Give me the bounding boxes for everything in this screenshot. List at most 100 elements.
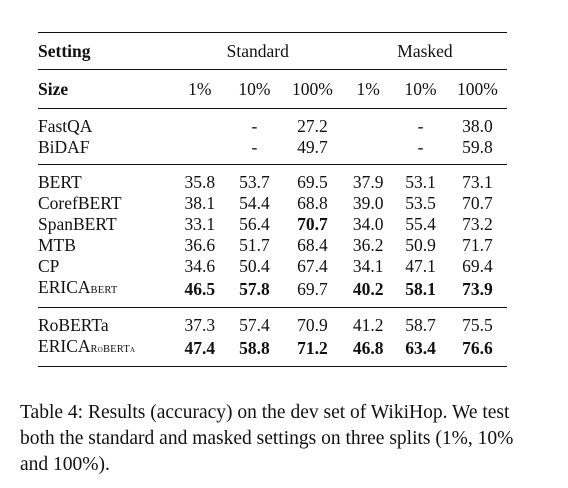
standard-header: Standard <box>172 32 343 70</box>
score-cell: 38.0 <box>447 108 507 137</box>
score-cell: 33.1 <box>184 214 216 234</box>
model-name-cell: ERICARoBERTa <box>38 336 173 367</box>
results-table-container: Setting Standard Masked Size 1% 10% 100%… <box>38 32 507 367</box>
score-cell: 69.7 <box>297 278 328 299</box>
model-subscript: RoBERTa <box>90 344 136 355</box>
model-name-cell: CorefBERT <box>38 193 172 214</box>
table-row: CP 34.6 50.4 67.4 34.1 47.1 69.4 <box>38 256 507 277</box>
score-cell: 46.5 <box>184 278 216 299</box>
results-table: Setting Standard Masked Size 1% 10% 100%… <box>38 32 507 367</box>
score-cell: 63.4 <box>393 336 448 367</box>
model-name-cell: MTB <box>38 235 172 256</box>
score-cell <box>172 108 228 137</box>
model-name-cell: SpanBERT <box>38 214 172 235</box>
score-cell: 73.2 <box>462 214 493 234</box>
model-name: BiDAF <box>38 137 90 157</box>
score-cell: 55.4 <box>405 214 436 234</box>
score-cell: - <box>417 137 424 157</box>
score-cell: 46.8 <box>342 336 394 367</box>
header-group-row: Setting Standard Masked <box>38 32 507 70</box>
header-size-row: Size 1% 10% 100% 1% 10% 100% <box>38 69 507 109</box>
setting-header: Setting <box>38 32 173 70</box>
score-cell <box>342 108 394 137</box>
score-cell: 56.4 <box>239 214 270 234</box>
score-cell: - <box>251 137 258 157</box>
score-cell: 49.7 <box>297 137 328 157</box>
score-cell: 58.8 <box>227 336 282 367</box>
score-cell: 36.6 <box>184 235 216 255</box>
table-row: BERT 35.8 53.7 69.5 37.9 53.1 73.1 <box>38 164 507 193</box>
model-name: MTB <box>38 235 76 255</box>
score-cell: 34.0 <box>352 214 384 234</box>
table-row: RoBERTa 37.3 57.4 70.9 41.2 58.7 75.5 <box>38 307 507 336</box>
score-cell: 70.7 <box>297 214 328 234</box>
model-name-cell: ERICABERT <box>38 277 172 308</box>
score-cell: 68.8 <box>297 193 328 213</box>
table-caption: Table 4: Results (accuracy) on the dev s… <box>20 402 514 475</box>
score-cell: 50.9 <box>405 235 436 255</box>
score-cell: 58.7 <box>393 307 448 336</box>
model-name: ERICA <box>38 336 91 356</box>
score-cell: 35.8 <box>172 164 228 193</box>
score-cell: 69.5 <box>281 164 343 193</box>
size-standard-10: 10% <box>227 69 282 109</box>
model-name-cell: BERT <box>38 164 173 193</box>
score-cell: 67.4 <box>297 256 328 276</box>
score-cell: 40.2 <box>352 278 384 299</box>
score-cell: 57.8 <box>239 278 270 299</box>
table-row: CorefBERT 38.1 54.4 68.8 39.0 53.5 70.7 <box>38 193 507 214</box>
table-row: ERICABERT 46.5 57.8 69.7 40.2 58.1 73.9 <box>38 277 507 308</box>
model-name-cell: CP <box>38 256 172 277</box>
score-cell: 37.3 <box>172 307 228 336</box>
masked-header: Masked <box>342 32 507 70</box>
score-cell: 34.1 <box>352 256 384 276</box>
model-name-cell: FastQA <box>38 108 173 137</box>
size-standard-1: 1% <box>172 69 228 109</box>
score-cell: 76.6 <box>447 336 507 367</box>
score-cell: 38.1 <box>184 193 216 213</box>
score-cell <box>172 137 227 165</box>
table-row: SpanBERT 33.1 56.4 70.7 34.0 55.4 73.2 <box>38 214 507 235</box>
score-cell: 41.2 <box>342 307 394 336</box>
score-cell: 50.4 <box>239 256 270 276</box>
score-cell: 36.2 <box>352 235 384 255</box>
model-name: SpanBERT <box>38 214 117 234</box>
score-cell: 34.6 <box>184 256 216 276</box>
score-cell: 73.9 <box>462 278 493 299</box>
score-cell: 53.1 <box>393 164 448 193</box>
model-name: ERICA <box>38 277 91 297</box>
score-cell: 57.4 <box>227 307 282 336</box>
score-cell: 54.4 <box>239 193 270 213</box>
score-cell <box>343 137 393 165</box>
table-row: BiDAF - 49.7 - 59.8 <box>38 137 507 165</box>
score-cell: - <box>227 108 282 137</box>
score-cell: 69.4 <box>462 256 493 276</box>
model-name: CP <box>38 256 60 276</box>
score-cell: 51.7 <box>239 235 270 255</box>
model-name-cell: BiDAF <box>38 137 172 165</box>
score-cell: 47.1 <box>405 256 436 276</box>
size-masked-1: 1% <box>342 69 394 109</box>
score-cell: 75.5 <box>447 307 507 336</box>
score-cell: 68.4 <box>297 235 328 255</box>
score-cell: 71.2 <box>281 336 343 367</box>
score-cell: 27.2 <box>281 108 343 137</box>
size-masked-100: 100% <box>447 69 507 109</box>
table-row: MTB 36.6 51.7 68.4 36.2 50.9 71.7 <box>38 235 507 256</box>
score-cell: 59.8 <box>462 137 493 157</box>
model-name-cell: RoBERTa <box>38 307 173 336</box>
table-row: ERICARoBERTa 47.4 58.8 71.2 46.8 63.4 76.6 <box>38 336 507 367</box>
model-name: RoBERTa <box>38 315 109 335</box>
model-name: CorefBERT <box>38 193 122 213</box>
table-body: FastQA -27.2-38.0 BiDAF -49.7-59.8 BERT 35.8 5… <box>38 108 507 367</box>
model-name: BERT <box>38 172 82 192</box>
score-cell: 58.1 <box>405 278 436 299</box>
score-cell: 53.7 <box>227 164 282 193</box>
score-cell: 47.4 <box>172 336 228 367</box>
table-row: FastQA -27.2-38.0 <box>38 108 507 137</box>
model-subscript: BERT <box>90 285 118 296</box>
size-standard-100: 100% <box>281 69 343 109</box>
size-header: Size <box>38 69 173 109</box>
score-cell: 39.0 <box>352 193 384 213</box>
score-cell: 73.1 <box>447 164 507 193</box>
